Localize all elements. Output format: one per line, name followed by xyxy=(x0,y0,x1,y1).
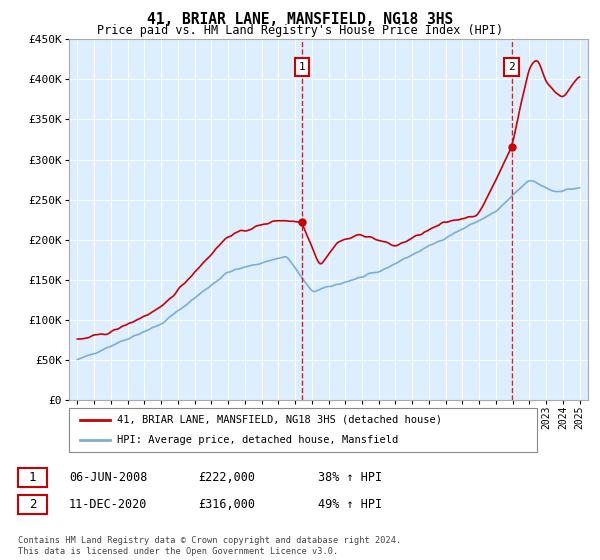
Text: 1: 1 xyxy=(299,62,305,72)
Text: 11-DEC-2020: 11-DEC-2020 xyxy=(69,497,148,511)
Text: 06-JUN-2008: 06-JUN-2008 xyxy=(69,470,148,484)
Text: 49% ↑ HPI: 49% ↑ HPI xyxy=(318,497,382,511)
Text: 41, BRIAR LANE, MANSFIELD, NG18 3HS: 41, BRIAR LANE, MANSFIELD, NG18 3HS xyxy=(147,12,453,27)
Text: HPI: Average price, detached house, Mansfield: HPI: Average price, detached house, Mans… xyxy=(117,435,398,445)
Text: 1: 1 xyxy=(29,470,36,484)
Text: 2: 2 xyxy=(29,497,36,511)
Text: £222,000: £222,000 xyxy=(198,470,255,484)
Text: 38% ↑ HPI: 38% ↑ HPI xyxy=(318,470,382,484)
Text: £316,000: £316,000 xyxy=(198,497,255,511)
Text: 2: 2 xyxy=(508,62,515,72)
Text: Price paid vs. HM Land Registry's House Price Index (HPI): Price paid vs. HM Land Registry's House … xyxy=(97,24,503,36)
Text: Contains HM Land Registry data © Crown copyright and database right 2024.
This d: Contains HM Land Registry data © Crown c… xyxy=(18,536,401,556)
Text: 41, BRIAR LANE, MANSFIELD, NG18 3HS (detached house): 41, BRIAR LANE, MANSFIELD, NG18 3HS (det… xyxy=(117,415,442,425)
